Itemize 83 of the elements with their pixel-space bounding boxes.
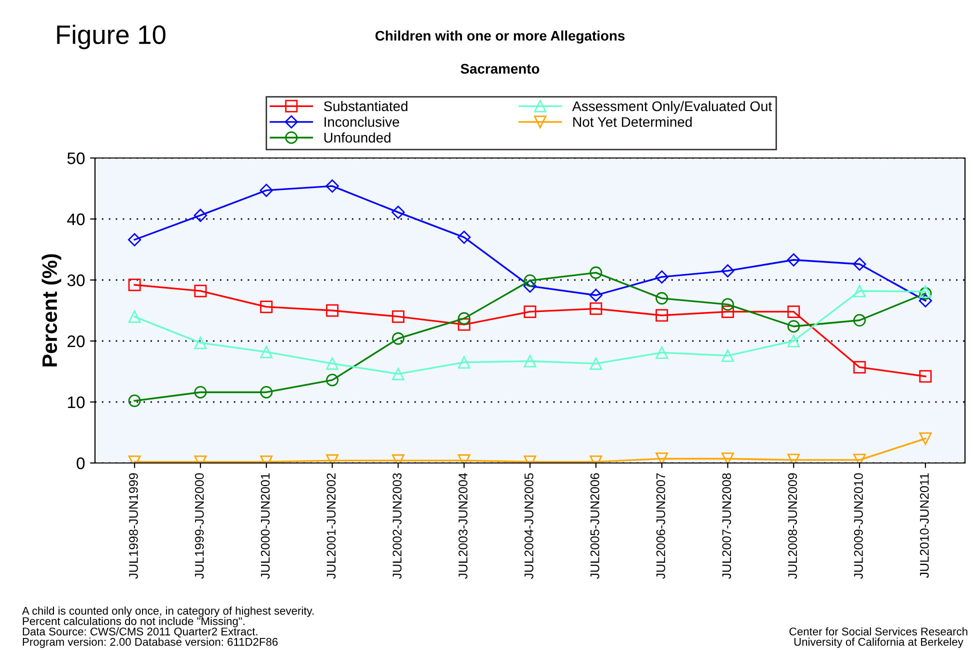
y-tick-label: 50: [67, 152, 85, 164]
point: [721, 264, 734, 278]
point: [260, 346, 273, 358]
x-tick-label: JUL2001-JUN2002: [326, 473, 336, 579]
point: [853, 314, 866, 327]
point: [326, 374, 339, 386]
point: [590, 357, 602, 370]
y-tick-label: 10: [68, 396, 85, 408]
x-tick-label: JUL2010-JUN2011: [920, 473, 929, 578]
point: [128, 278, 141, 292]
point: [656, 309, 668, 322]
x-tick-label: JUL2004-JUN2005: [524, 473, 534, 579]
point: [458, 312, 470, 325]
point: [656, 292, 668, 305]
point: [590, 266, 602, 279]
x-tick-label: JUL2009-JUN2010: [854, 473, 863, 579]
chart-title: Children with one or more Allegations: [375, 30, 625, 44]
point: [260, 386, 273, 398]
point: [458, 318, 470, 331]
point: [853, 284, 866, 298]
point: [656, 346, 668, 359]
point: [919, 370, 932, 383]
point: [721, 452, 734, 463]
x-tick-label: JUL2007-JUN2008: [722, 473, 732, 579]
point: [524, 274, 536, 287]
x-tick-label: JUL1999-JUN2000: [194, 473, 204, 579]
point: [721, 349, 734, 362]
point: [787, 253, 800, 266]
point: [524, 305, 536, 318]
y-tick-label: 0: [76, 457, 85, 470]
point: [392, 206, 405, 219]
point: [919, 432, 932, 445]
point: [721, 298, 734, 311]
point: [590, 302, 602, 315]
point: [852, 258, 866, 271]
x-tick-label: JUL2005-JUN2006: [590, 473, 600, 579]
point: [326, 179, 339, 193]
point: [326, 357, 339, 370]
chart-subtitle: Sacramento: [460, 64, 540, 74]
legend-label: Substantiated: [324, 100, 408, 112]
point: [787, 334, 800, 348]
y-tick-label: 40: [67, 213, 85, 226]
point: [589, 288, 602, 302]
point: [128, 310, 141, 323]
point: [524, 354, 536, 368]
x-tick-label: JUL2002-JUN2003: [392, 473, 402, 579]
point: [721, 305, 734, 318]
point: [194, 336, 207, 350]
point: [918, 294, 932, 308]
y-axis-title: Percent (%): [42, 254, 62, 366]
text: Center for Social Services Research University of California at Berkeley: [789, 627, 968, 648]
x-tick-label: JUL2003-JUN2004: [458, 473, 468, 579]
legend-label: Inconclusive: [324, 116, 400, 127]
point: [392, 332, 404, 345]
text: A child is counted only once, in category of highest severity. Percent calculations do not include "Missing". Data Source: CWS/CMS 2011 Quarter2 Extract. Program version: 2.00 Database version: 611D2F86: [22, 606, 314, 648]
point: [392, 310, 404, 323]
point: [128, 233, 142, 246]
point: [656, 452, 668, 463]
point: [787, 305, 800, 318]
point: [655, 270, 668, 284]
point: [128, 394, 141, 408]
point: [787, 320, 800, 333]
point: [260, 184, 273, 197]
x-tick-label: JUL1998-JUN1999: [129, 473, 138, 579]
y-tick-label: 20: [68, 335, 85, 348]
point: [194, 386, 207, 398]
x-tick-label: JUL2000-JUN2001: [260, 473, 270, 579]
point: [458, 356, 470, 369]
point: [260, 300, 273, 314]
point: [853, 360, 866, 374]
x-tick-label: JUL2006-JUN2007: [656, 473, 666, 579]
x-tick-label: JUL2008-JUN2009: [788, 473, 797, 579]
caption: Figure 10: [57, 24, 166, 50]
y-tick-label: 30: [67, 274, 85, 286]
legend-label: Unfounded: [324, 132, 390, 143]
point: [326, 304, 339, 317]
point: [458, 230, 471, 244]
point: [392, 368, 404, 380]
legend-label: Not Yet Determined: [573, 116, 692, 127]
legend-label: Assessment Only/Evaluated Out: [572, 100, 772, 114]
point: [194, 208, 208, 222]
point: [194, 284, 207, 298]
point: [523, 280, 537, 293]
